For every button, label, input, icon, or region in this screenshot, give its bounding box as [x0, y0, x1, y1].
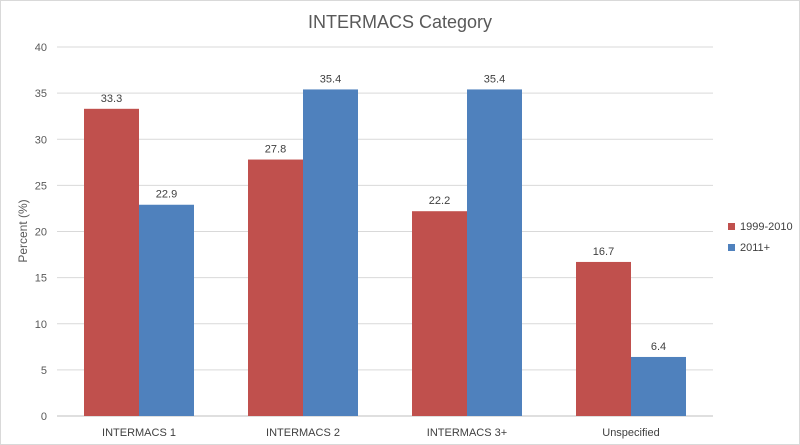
y-tick-label: 25	[35, 180, 47, 192]
data-label: 6.4	[651, 341, 666, 353]
legend-swatch	[728, 244, 735, 251]
y-axis-label: Percent (%)	[16, 199, 30, 262]
category-label: INTERMACS 2	[266, 427, 340, 439]
category-label: INTERMACS 3+	[427, 427, 507, 439]
bar-series2	[631, 356, 686, 416]
data-labels: 33.3 22.9 27.8 35.4 22.2 35.4 16.7 6.4	[101, 73, 666, 353]
x-axis-ticks: INTERMACS 1 INTERMACS 2 INTERMACS 3+ Unspec…	[102, 427, 660, 439]
y-tick-label: 0	[41, 411, 47, 423]
y-tick-label: 20	[35, 227, 47, 239]
bar-series1	[248, 159, 303, 417]
y-axis-ticks: 0 5 10 15 20 25 30 35 40	[35, 42, 47, 423]
legend-label: 1999-2010	[740, 221, 793, 233]
bar-series2	[467, 89, 522, 416]
y-tick-label: 30	[35, 134, 47, 146]
data-label: 16.7	[593, 246, 614, 258]
y-tick-label: 35	[35, 88, 47, 100]
y-tick-label: 15	[35, 273, 47, 285]
category-label: INTERMACS 1	[102, 427, 176, 439]
data-label: 22.2	[429, 195, 450, 207]
bar-series2	[303, 89, 358, 416]
bar-series2	[139, 204, 194, 416]
legend: 1999-2010 2011+	[728, 221, 793, 254]
category-label: Unspecified	[602, 427, 659, 439]
y-tick-label: 10	[35, 319, 47, 331]
data-label: 22.9	[156, 189, 177, 201]
legend-swatch	[728, 223, 735, 230]
y-tick-label: 5	[41, 365, 47, 377]
bar-series1	[84, 108, 139, 417]
chart-title: INTERMACS Category	[308, 12, 492, 32]
bars	[84, 89, 686, 417]
bar-series1	[412, 211, 467, 416]
data-label: 33.3	[101, 93, 122, 105]
data-label: 35.4	[320, 73, 341, 85]
data-label: 35.4	[484, 73, 505, 85]
data-label: 27.8	[265, 144, 286, 156]
bar-series1	[576, 261, 631, 416]
legend-label: 2011+	[740, 242, 770, 254]
y-tick-label: 40	[35, 42, 47, 54]
